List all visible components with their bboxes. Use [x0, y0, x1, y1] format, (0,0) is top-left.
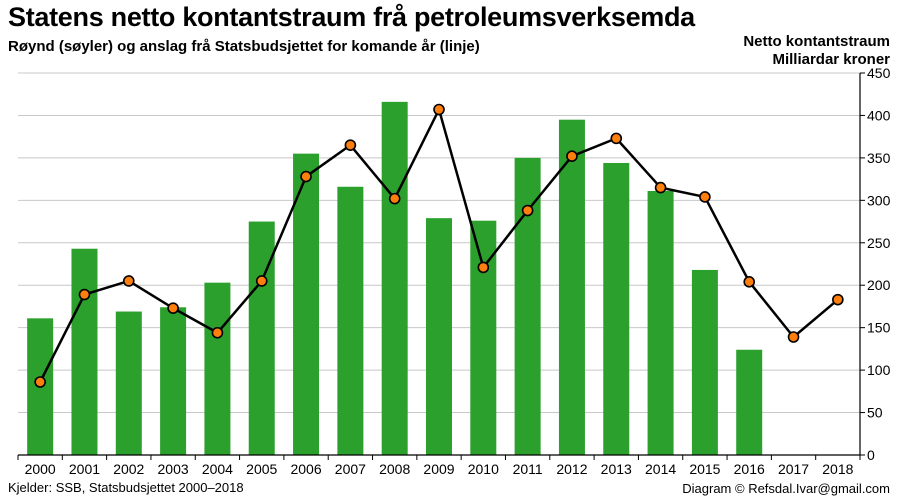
y-tick-label: 250: [867, 235, 891, 251]
y-tick-label: 350: [867, 150, 891, 166]
y-tick-label: 150: [867, 320, 891, 336]
y-tick-label: 50: [867, 405, 883, 421]
bar: [426, 218, 452, 455]
x-tick-label: 2018: [822, 461, 853, 477]
y-tick-labels: 0 50 100 150 200 250 300 350 400 450: [867, 65, 891, 463]
x-tick-label: 2004: [202, 461, 233, 477]
bar: [71, 248, 98, 455]
diagram-credit: Diagram © Refsdal.Ivar@gmail.com: [682, 481, 890, 496]
y-axis-unit-label: Netto kontantstraum Milliardar kroner: [743, 33, 890, 69]
forecast-point: [122, 275, 135, 287]
forecast-point: [34, 376, 46, 388]
source-note: Kjelder: SSB, Statsbudsjettet 2000–2018: [8, 480, 244, 495]
x-tick-label: 2011: [513, 461, 543, 477]
x-tick-label: 2002: [113, 461, 144, 477]
y-tick-label: 450: [867, 65, 891, 81]
bar: [736, 349, 763, 455]
x-tick-label: 2014: [645, 461, 676, 477]
bar: [293, 153, 320, 455]
forecast-point: [566, 150, 578, 162]
bar: [514, 157, 541, 455]
x-tick-labels: 2000 2001 2002 2003 2004 2005 2006 2007 2008 2009…: [25, 461, 854, 477]
forecast-point: [78, 288, 91, 301]
x-tick-label: 2009: [423, 461, 454, 477]
x-tick-label: 2006: [290, 461, 321, 477]
forecast-point: [344, 139, 357, 151]
line-series: [34, 103, 844, 388]
y-axis-unit-line2: Milliardar kroner: [772, 51, 890, 68]
bar: [160, 307, 187, 455]
bar: [115, 311, 142, 455]
forecast-point: [743, 276, 756, 288]
forecast-point: [521, 204, 534, 217]
axes: [17, 72, 865, 460]
x-tick-label: 2003: [158, 461, 189, 477]
x-tick-label: 2015: [689, 461, 720, 477]
forecast-point: [255, 275, 268, 287]
x-tick-label: 2000: [25, 461, 56, 477]
forecast-point: [699, 191, 711, 203]
forecast-point: [610, 132, 623, 145]
bar: [337, 186, 364, 456]
bar: [691, 269, 718, 455]
forecast-point: [300, 170, 312, 183]
bar: [470, 220, 497, 455]
x-tick-label: 2007: [335, 461, 366, 477]
bar: [381, 101, 408, 456]
forecast-point: [388, 192, 401, 205]
forecast-point: [433, 103, 445, 116]
x-tick-label: 2017: [778, 461, 809, 477]
x-tick-label: 2016: [734, 461, 765, 477]
x-tick-label: 2008: [379, 461, 410, 477]
forecast-point: [832, 293, 844, 306]
x-tick-label: 2013: [601, 461, 632, 477]
y-tick-label: 400: [867, 107, 891, 123]
y-tick-label: 300: [867, 192, 891, 208]
bar-series: [27, 101, 763, 456]
bar: [558, 119, 585, 455]
bar: [603, 162, 630, 455]
forecast-point: [167, 302, 179, 314]
x-tick-label: 2005: [246, 461, 277, 477]
bar: [647, 190, 674, 456]
forecast-point: [211, 326, 224, 339]
chart-subtitle: Røynd (søyler) og anslag frå Statsbudsje…: [8, 38, 480, 55]
x-tick-label: 2012: [556, 461, 587, 477]
forecast-point: [477, 261, 490, 274]
y-tick-label: 0: [867, 447, 875, 463]
forecast-point: [654, 181, 667, 194]
y-tick-label: 100: [867, 362, 891, 378]
y-axis-unit-line1: Netto kontantstraum: [743, 33, 890, 50]
bar: [204, 282, 231, 455]
x-tick-label: 2010: [468, 461, 499, 477]
forecast-point: [787, 331, 800, 343]
x-tick-label: 2001: [69, 461, 100, 477]
y-tick-label: 200: [867, 277, 891, 293]
chart-title: Statens netto kontantstraum frå petroleu…: [8, 2, 695, 32]
